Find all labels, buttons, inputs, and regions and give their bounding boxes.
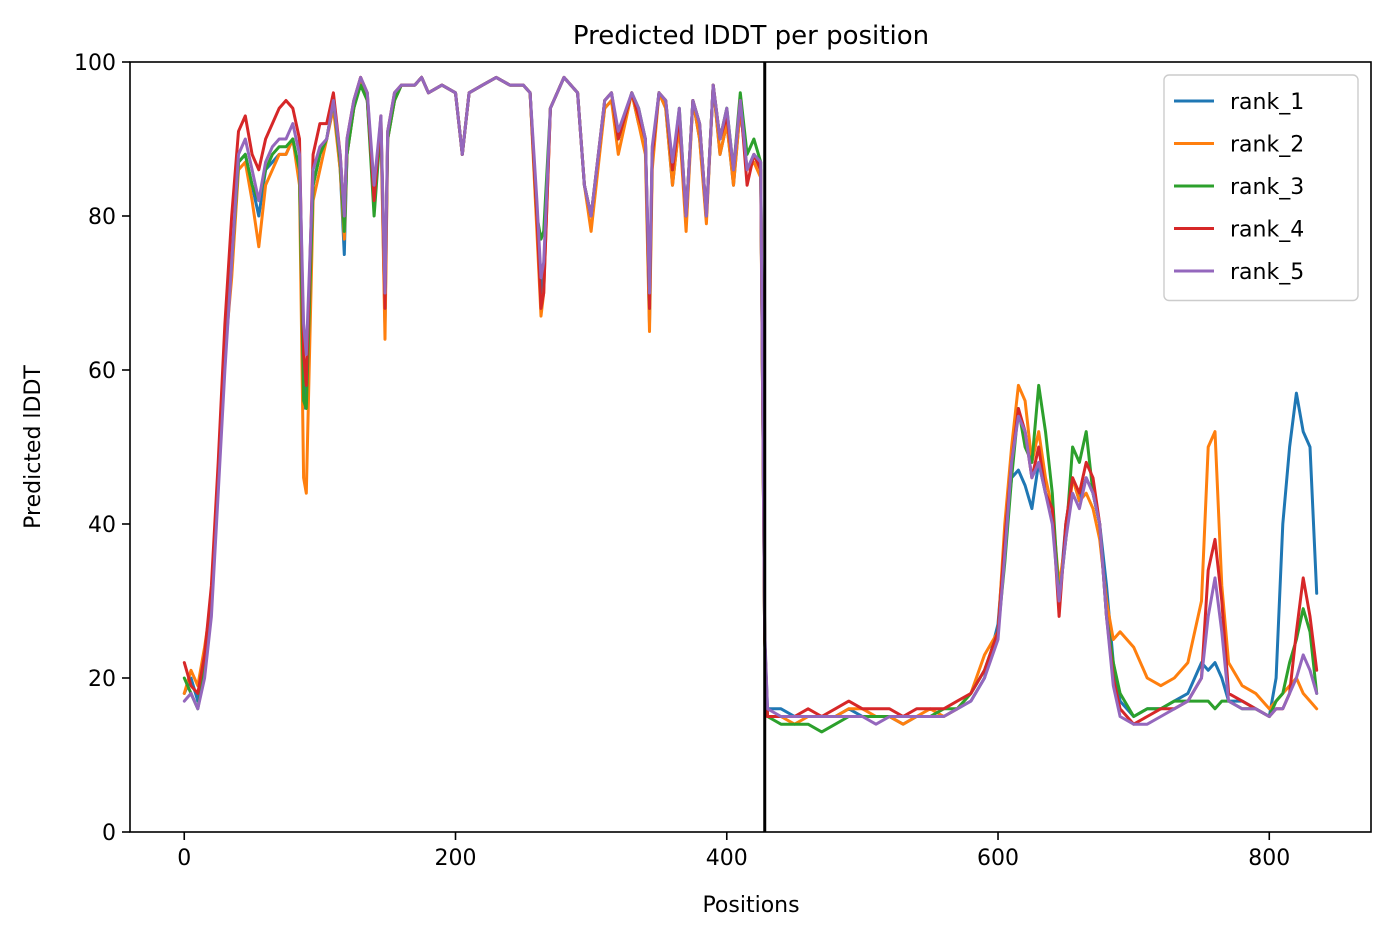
legend-label: rank_2 xyxy=(1230,133,1304,158)
chart-title: Predicted lDDT per position xyxy=(573,21,929,51)
y-tick-label: 20 xyxy=(88,667,116,692)
legend: rank_1 rank_2 rank_3 rank_4 rank_5 xyxy=(1163,74,1359,302)
series-line-rank-4 xyxy=(182,75,1319,726)
legend-label: rank_4 xyxy=(1230,218,1304,243)
legend-label: rank_5 xyxy=(1230,260,1304,285)
x-axis-ticks: 0 200 400 600 800 xyxy=(177,832,1290,871)
x-axis-label: Positions xyxy=(702,893,799,918)
x-tick-label: 0 xyxy=(177,846,191,871)
legend-label: rank_3 xyxy=(1230,175,1304,200)
y-axis-ticks: 0 20 40 60 80 100 xyxy=(74,51,130,846)
plot-area xyxy=(129,61,1372,833)
x-tick-label: 400 xyxy=(706,846,748,871)
y-tick-label: 40 xyxy=(88,513,116,538)
series-layer xyxy=(182,75,1319,734)
x-tick-label: 200 xyxy=(435,846,477,871)
y-axis-label: Predicted lDDT xyxy=(21,365,46,529)
x-tick-label: 600 xyxy=(977,846,1019,871)
y-tick-label: 100 xyxy=(74,51,116,76)
plot-frame xyxy=(129,61,1372,833)
legend-box xyxy=(1163,74,1359,302)
series-line-rank-5 xyxy=(182,75,1319,726)
legend-label: rank_1 xyxy=(1230,90,1304,115)
y-tick-label: 80 xyxy=(88,205,116,230)
y-tick-label: 0 xyxy=(102,821,116,846)
y-tick-label: 60 xyxy=(88,359,116,384)
x-tick-label: 800 xyxy=(1248,846,1290,871)
